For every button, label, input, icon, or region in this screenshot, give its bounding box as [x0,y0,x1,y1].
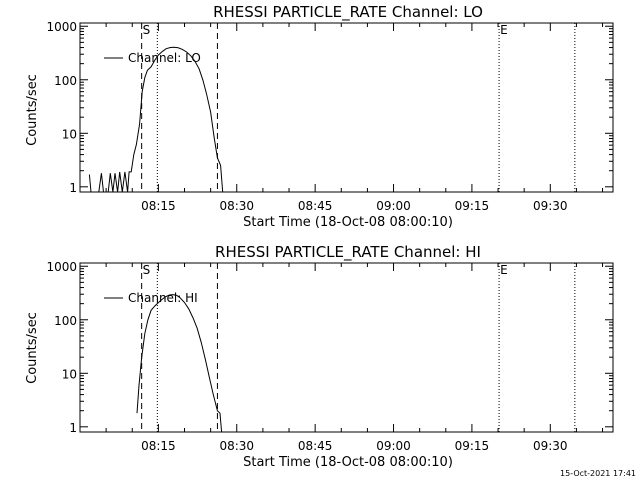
x-tick-label: 08:30 [219,439,254,453]
plot-timestamp: 15-Oct-2021 17:41 [560,469,636,478]
chart-title: RHESSI PARTICLE_RATE Channel: LO [213,3,483,22]
time-markers [141,263,576,432]
x-tick-label: 08:45 [298,439,333,453]
x-tick-label: 09:15 [455,439,490,453]
y-tick-label: 1000 [46,20,77,34]
x-tick-label: 08:15 [141,439,176,453]
plot-frame [79,22,614,193]
y-tick-label: 100 [54,314,77,328]
series-line [88,46,224,193]
x-tick-label: 08:45 [298,199,333,213]
x-tick-label: 09:00 [376,199,411,213]
y-tick-label: 100 [54,74,77,88]
time-markers [141,23,576,192]
marker-label: E [500,23,508,37]
plot-frame [79,262,614,433]
marker-label: S [143,263,151,277]
chart-title: RHESSI PARTICLE_RATE Channel: HI [215,243,481,262]
legend: Channel: LO [104,51,201,65]
marker-label: E [500,263,508,277]
x-ticks: 08:15 08:30 08:45 09:00 09:15 09:30 [105,263,604,453]
x-tick-label: 09:00 [376,439,411,453]
y-tick-label: 10 [62,127,77,141]
legend: Channel: HI [104,291,198,305]
chart-panel-hi: RHESSI PARTICLE_RATE Channel: HI Counts/… [25,243,614,470]
y-ticks: 1 10 100 1000 [46,20,613,195]
y-tick-label: 1000 [46,260,77,274]
x-tick-label: 08:30 [219,199,254,213]
y-ticks: 1 10 100 1000 [46,260,613,435]
chart-panel-lo: RHESSI PARTICLE_RATE Channel: LO Counts/… [25,3,614,230]
x-tick-label: 08:15 [141,199,176,213]
marker-label: S [143,23,151,37]
legend-label: Channel: HI [128,291,198,305]
x-ticks: 08:15 08:30 08:45 09:00 09:15 09:30 [105,23,604,213]
x-axis-label: Start Time (18-Oct-08 08:00:10) [243,455,453,470]
x-axis-label: Start Time (18-Oct-08 08:00:10) [243,215,453,230]
x-tick-label: 09:30 [533,439,568,453]
y-axis-label: Counts/sec [25,74,40,146]
legend-label: Channel: LO [128,51,201,65]
y-axis-label: Counts/sec [25,312,40,384]
x-tick-label: 09:30 [533,199,568,213]
series-line [136,294,223,433]
y-tick-label: 10 [62,367,77,381]
y-tick-label: 1 [69,421,77,435]
x-tick-label: 09:15 [455,199,490,213]
y-tick-label: 1 [69,181,77,195]
